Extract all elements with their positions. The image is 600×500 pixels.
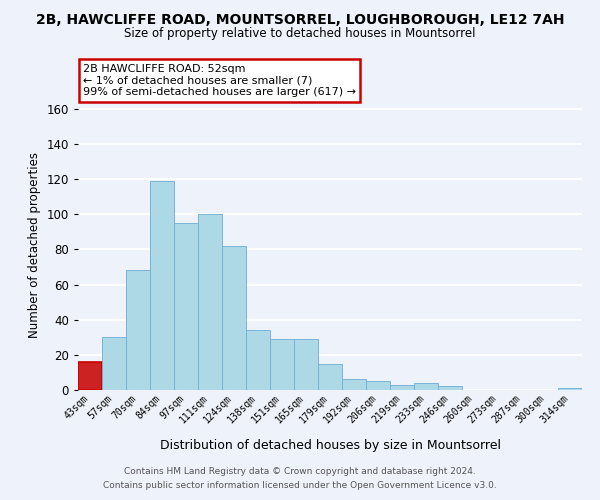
- Bar: [414, 383, 438, 390]
- Bar: [270, 339, 294, 390]
- Bar: [246, 330, 270, 390]
- Bar: [438, 386, 462, 390]
- Text: Contains public sector information licensed under the Open Government Licence v3: Contains public sector information licen…: [103, 481, 497, 490]
- Bar: [318, 364, 342, 390]
- Bar: [174, 223, 198, 390]
- Text: Size of property relative to detached houses in Mountsorrel: Size of property relative to detached ho…: [124, 28, 476, 40]
- Bar: [390, 384, 414, 390]
- Bar: [126, 270, 150, 390]
- Bar: [342, 380, 366, 390]
- Bar: [150, 181, 174, 390]
- Text: 2B HAWCLIFFE ROAD: 52sqm
← 1% of detached houses are smaller (7)
99% of semi-det: 2B HAWCLIFFE ROAD: 52sqm ← 1% of detache…: [83, 64, 356, 97]
- Text: Contains HM Land Registry data © Crown copyright and database right 2024.: Contains HM Land Registry data © Crown c…: [124, 467, 476, 476]
- Bar: [294, 339, 318, 390]
- Bar: [222, 246, 246, 390]
- Bar: [366, 381, 390, 390]
- Bar: [558, 388, 582, 390]
- Bar: [102, 338, 126, 390]
- Y-axis label: Number of detached properties: Number of detached properties: [28, 152, 41, 338]
- Bar: [198, 214, 222, 390]
- Bar: [78, 362, 102, 390]
- Text: 2B, HAWCLIFFE ROAD, MOUNTSORREL, LOUGHBOROUGH, LE12 7AH: 2B, HAWCLIFFE ROAD, MOUNTSORREL, LOUGHBO…: [36, 12, 564, 26]
- X-axis label: Distribution of detached houses by size in Mountsorrel: Distribution of detached houses by size …: [160, 438, 500, 452]
